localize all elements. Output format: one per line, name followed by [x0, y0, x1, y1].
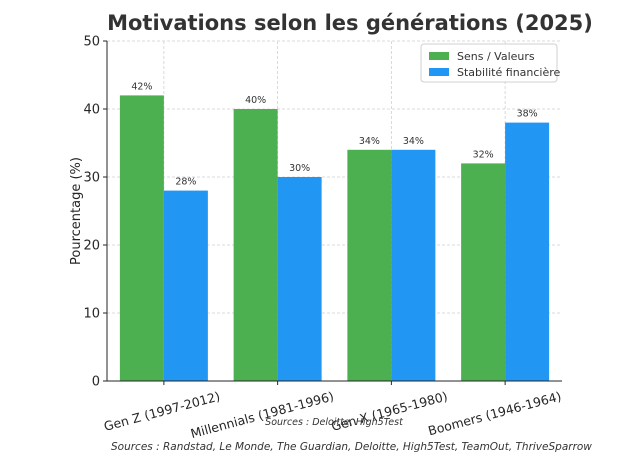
bar-sens-valeurs	[119, 95, 164, 382]
bar-stabilite-financiere	[505, 122, 550, 381]
data-label: 34%	[403, 136, 424, 147]
legend: Sens / Valeurs Stabilité financière	[420, 43, 561, 83]
y-axis-label: Pourcentage (%)	[69, 157, 84, 265]
y-tick-label: 50	[83, 35, 100, 50]
data-label: 40%	[245, 95, 266, 106]
source-note-inner: Sources : Deloitte, High5Test	[265, 417, 404, 428]
data-label: 32%	[473, 149, 494, 160]
data-label: 28%	[175, 177, 196, 188]
y-tick-label: 40	[83, 103, 100, 118]
bars: 42% 40% 34% 32% 28% 30% 34% 38%	[119, 81, 550, 382]
legend-swatch	[429, 52, 449, 60]
data-label: 38%	[517, 109, 538, 120]
y-tick-label: 30	[83, 171, 100, 186]
y-tick-label: 10	[83, 307, 100, 322]
data-label: 34%	[359, 136, 380, 147]
bar-stabilite-financiere	[163, 190, 208, 381]
legend-entry: Stabilité financière	[457, 66, 561, 79]
bar-sens-valeurs	[347, 149, 392, 381]
bar-stabilite-financiere	[277, 177, 322, 381]
legend-swatch	[429, 68, 449, 76]
y-tick-label: 0	[92, 375, 100, 390]
legend-entry: Sens / Valeurs	[457, 50, 535, 63]
data-label: 30%	[289, 163, 310, 174]
bar-sens-valeurs	[233, 109, 278, 381]
legend-box	[420, 43, 558, 83]
chart-title: Motivations selon les générations (2025)	[107, 11, 593, 35]
bar-stabilite-financiere	[391, 149, 436, 381]
source-note-footer: Sources : Randstad, Le Monde, The Guardi…	[111, 441, 592, 453]
y-tick-label: 20	[83, 239, 100, 254]
data-label: 42%	[131, 81, 152, 92]
bar-sens-valeurs	[461, 163, 506, 381]
